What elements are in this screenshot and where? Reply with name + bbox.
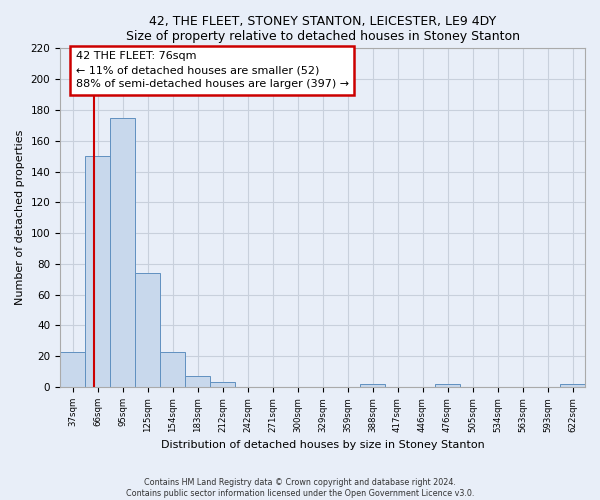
Bar — [210, 382, 235, 387]
Bar — [560, 384, 585, 387]
Title: 42, THE FLEET, STONEY STANTON, LEICESTER, LE9 4DY
Size of property relative to d: 42, THE FLEET, STONEY STANTON, LEICESTER… — [125, 15, 520, 43]
Bar — [360, 384, 385, 387]
Bar — [110, 118, 135, 387]
Bar — [185, 376, 210, 387]
Bar — [60, 352, 85, 387]
Text: Contains HM Land Registry data © Crown copyright and database right 2024.
Contai: Contains HM Land Registry data © Crown c… — [126, 478, 474, 498]
Bar — [160, 352, 185, 387]
X-axis label: Distribution of detached houses by size in Stoney Stanton: Distribution of detached houses by size … — [161, 440, 484, 450]
Bar — [135, 273, 160, 387]
Bar — [435, 384, 460, 387]
Text: 42 THE FLEET: 76sqm
← 11% of detached houses are smaller (52)
88% of semi-detach: 42 THE FLEET: 76sqm ← 11% of detached ho… — [76, 52, 349, 90]
Y-axis label: Number of detached properties: Number of detached properties — [15, 130, 25, 306]
Bar — [85, 156, 110, 387]
